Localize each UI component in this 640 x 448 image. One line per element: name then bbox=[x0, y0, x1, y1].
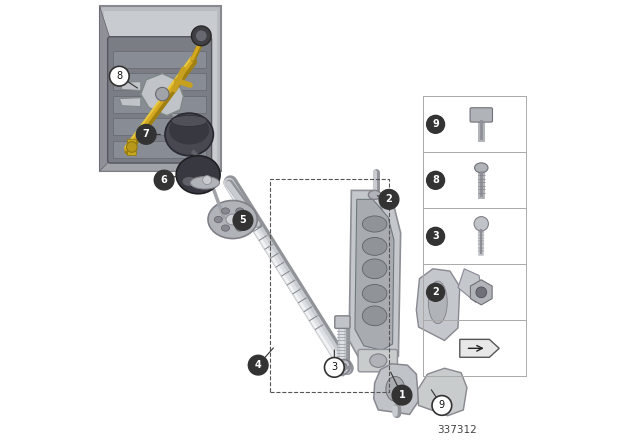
Text: 337312: 337312 bbox=[436, 426, 477, 435]
FancyBboxPatch shape bbox=[108, 37, 212, 163]
Circle shape bbox=[427, 116, 445, 134]
Bar bbox=[113, 73, 206, 90]
Text: 9: 9 bbox=[439, 401, 445, 410]
Polygon shape bbox=[417, 269, 460, 340]
Text: 4: 4 bbox=[255, 360, 262, 370]
Ellipse shape bbox=[236, 208, 244, 214]
Text: 7: 7 bbox=[143, 129, 150, 139]
Text: 5: 5 bbox=[239, 215, 246, 225]
Polygon shape bbox=[458, 269, 482, 302]
Text: 6: 6 bbox=[161, 175, 168, 185]
Ellipse shape bbox=[362, 284, 387, 302]
Polygon shape bbox=[374, 364, 419, 414]
Ellipse shape bbox=[335, 359, 350, 375]
FancyBboxPatch shape bbox=[358, 349, 397, 372]
Circle shape bbox=[203, 176, 212, 185]
Polygon shape bbox=[119, 82, 141, 90]
Bar bbox=[113, 141, 206, 158]
Bar bbox=[113, 96, 206, 113]
Circle shape bbox=[474, 216, 488, 231]
Bar bbox=[113, 51, 206, 68]
Ellipse shape bbox=[182, 177, 196, 186]
Ellipse shape bbox=[428, 281, 447, 323]
Ellipse shape bbox=[362, 259, 387, 279]
Ellipse shape bbox=[471, 292, 492, 298]
Ellipse shape bbox=[226, 214, 239, 225]
Circle shape bbox=[233, 211, 253, 230]
Circle shape bbox=[109, 66, 129, 86]
Circle shape bbox=[324, 358, 344, 377]
Circle shape bbox=[127, 142, 137, 152]
Text: 9: 9 bbox=[432, 119, 439, 129]
Ellipse shape bbox=[165, 113, 213, 156]
Ellipse shape bbox=[362, 216, 387, 232]
Ellipse shape bbox=[176, 156, 220, 194]
Polygon shape bbox=[460, 340, 499, 358]
FancyBboxPatch shape bbox=[127, 139, 136, 155]
Bar bbox=[100, 6, 221, 171]
Text: 1: 1 bbox=[399, 390, 405, 400]
Bar bbox=[113, 118, 206, 135]
Text: 3: 3 bbox=[432, 231, 439, 241]
Ellipse shape bbox=[362, 306, 387, 326]
Ellipse shape bbox=[208, 201, 257, 238]
Circle shape bbox=[476, 287, 486, 298]
Polygon shape bbox=[355, 199, 394, 350]
Ellipse shape bbox=[362, 237, 387, 255]
Text: 2: 2 bbox=[386, 194, 392, 204]
Circle shape bbox=[156, 87, 169, 101]
Ellipse shape bbox=[386, 376, 404, 401]
Circle shape bbox=[154, 170, 174, 190]
Ellipse shape bbox=[243, 216, 251, 223]
Ellipse shape bbox=[214, 216, 222, 223]
Polygon shape bbox=[141, 73, 184, 116]
Bar bbox=[104, 11, 217, 167]
Polygon shape bbox=[418, 368, 467, 416]
Ellipse shape bbox=[221, 208, 230, 214]
Circle shape bbox=[196, 30, 207, 41]
Polygon shape bbox=[100, 160, 221, 171]
Polygon shape bbox=[100, 6, 110, 171]
Ellipse shape bbox=[172, 116, 207, 127]
Circle shape bbox=[427, 172, 445, 189]
Ellipse shape bbox=[474, 163, 488, 172]
Ellipse shape bbox=[221, 225, 230, 231]
Circle shape bbox=[427, 228, 445, 246]
FancyBboxPatch shape bbox=[335, 316, 350, 328]
Circle shape bbox=[136, 125, 156, 144]
Text: 2: 2 bbox=[432, 287, 439, 297]
Circle shape bbox=[248, 355, 268, 375]
Circle shape bbox=[427, 284, 445, 302]
Ellipse shape bbox=[339, 363, 346, 371]
Ellipse shape bbox=[190, 177, 220, 189]
Text: 8: 8 bbox=[432, 175, 439, 185]
Circle shape bbox=[379, 190, 399, 209]
Circle shape bbox=[191, 26, 211, 46]
Ellipse shape bbox=[236, 225, 244, 231]
Polygon shape bbox=[470, 280, 492, 305]
Circle shape bbox=[392, 385, 412, 405]
Ellipse shape bbox=[169, 116, 209, 145]
Text: 8: 8 bbox=[116, 71, 122, 81]
Circle shape bbox=[432, 396, 452, 415]
Ellipse shape bbox=[369, 190, 381, 199]
Ellipse shape bbox=[370, 354, 387, 367]
Polygon shape bbox=[349, 190, 401, 365]
Polygon shape bbox=[119, 98, 141, 107]
FancyBboxPatch shape bbox=[470, 108, 493, 122]
Text: 3: 3 bbox=[332, 362, 337, 372]
